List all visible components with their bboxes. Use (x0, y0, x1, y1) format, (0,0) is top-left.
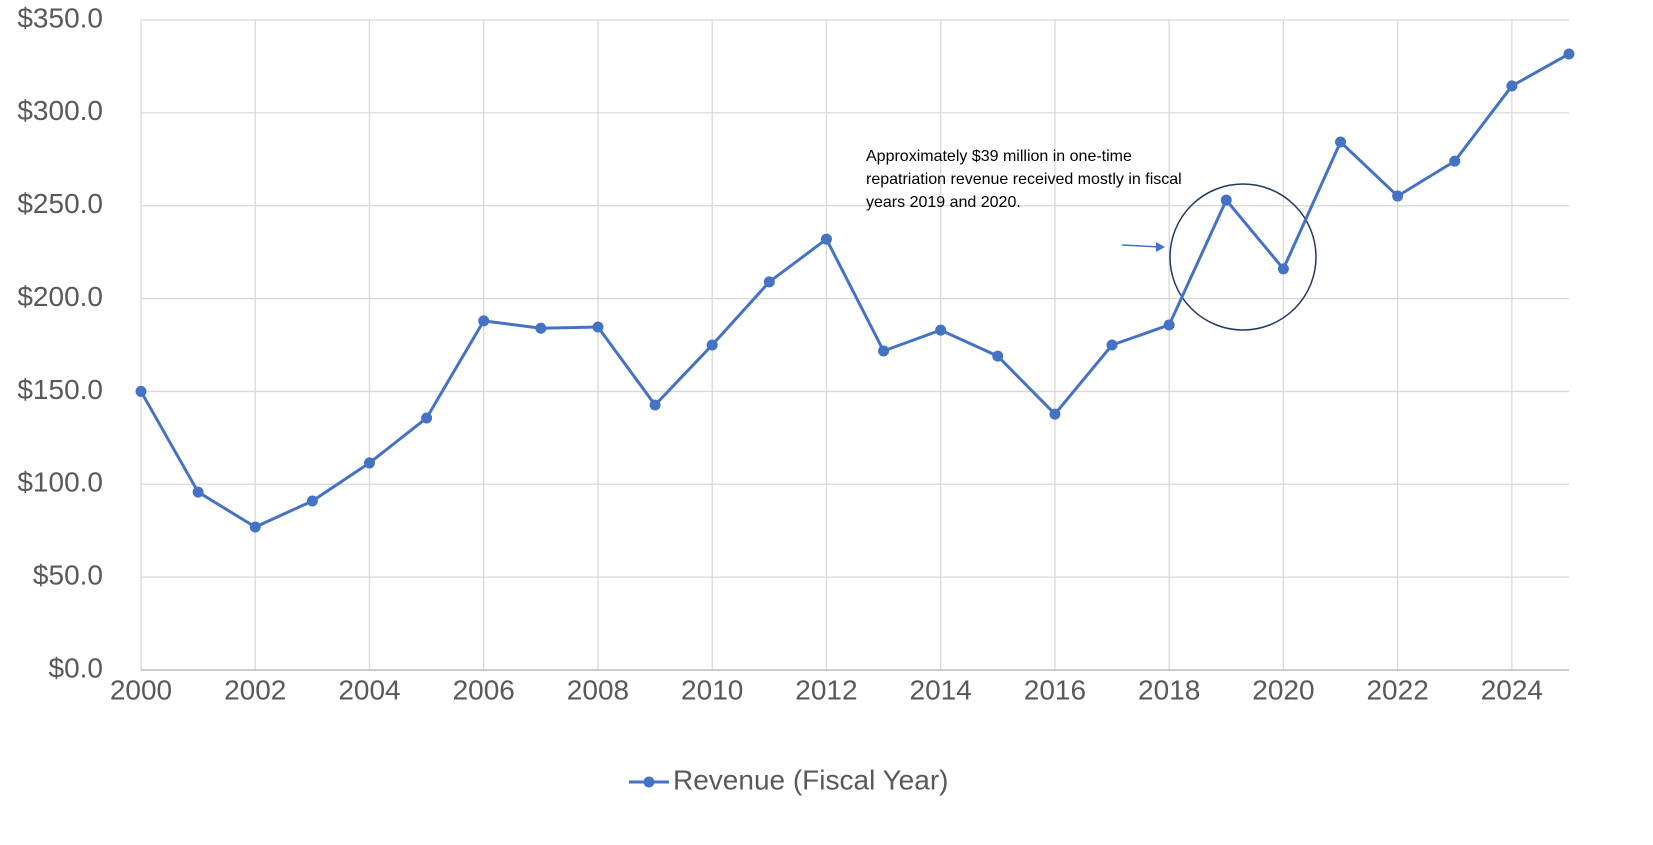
y-tick-label: $100.0 (17, 467, 103, 498)
data-point (1220, 194, 1232, 206)
data-point (535, 322, 547, 334)
y-tick-label: $350.0 (17, 2, 103, 33)
x-tick-label: 2024 (1481, 674, 1543, 705)
data-point (992, 350, 1004, 362)
data-point (706, 339, 718, 351)
data-point (1277, 263, 1289, 275)
legend-label: Revenue (Fiscal Year) (673, 764, 948, 795)
grid (140, 19, 1569, 671)
data-point (1049, 408, 1061, 420)
y-tick-label: $200.0 (17, 281, 103, 312)
y-tick-label: $50.0 (33, 560, 103, 591)
x-tick-label: 2006 (453, 674, 515, 705)
y-tick-label: $250.0 (17, 188, 103, 219)
data-point (1106, 339, 1118, 351)
x-tick-label: 2008 (567, 674, 629, 705)
data-point (363, 457, 375, 469)
y-tick-label: $300.0 (17, 95, 103, 126)
data-point (1335, 136, 1347, 148)
x-tick-label: 2022 (1366, 674, 1428, 705)
x-tick-label: 2018 (1138, 674, 1200, 705)
data-point (421, 412, 433, 424)
data-point (192, 486, 204, 498)
x-tick-label: 2014 (910, 674, 972, 705)
data-point (935, 324, 947, 336)
y-tick-label: $0.0 (49, 652, 104, 683)
x-tick-label: 2004 (338, 674, 400, 705)
x-tick-label: 2010 (681, 674, 743, 705)
arrow-head (1156, 242, 1165, 252)
data-point (478, 315, 490, 327)
data-point (306, 495, 318, 507)
annotation: Approximately $39 million in one-time re… (866, 148, 1182, 211)
data-point (1163, 319, 1175, 331)
data-point (592, 321, 604, 333)
x-tick-label: 2000 (110, 674, 172, 705)
x-tick-label: 2016 (1024, 674, 1086, 705)
highlight-circle (1169, 183, 1317, 331)
data-point (1506, 80, 1518, 92)
data-point (763, 276, 775, 288)
legend-marker (643, 776, 655, 788)
x-tick-label: 2020 (1252, 674, 1314, 705)
data-point (820, 233, 832, 245)
data-point (649, 399, 661, 411)
x-tick-label: 2012 (795, 674, 857, 705)
y-tick-label: $150.0 (17, 374, 103, 405)
arrow-line (1121, 244, 1161, 248)
x-tick-label: 2002 (224, 674, 286, 705)
data-point (1392, 190, 1404, 202)
series-line (139, 52, 1570, 529)
data-point (249, 521, 261, 533)
data-point (1449, 155, 1461, 167)
data-point (1563, 48, 1575, 60)
data-point (878, 345, 890, 357)
data-point (135, 385, 147, 397)
